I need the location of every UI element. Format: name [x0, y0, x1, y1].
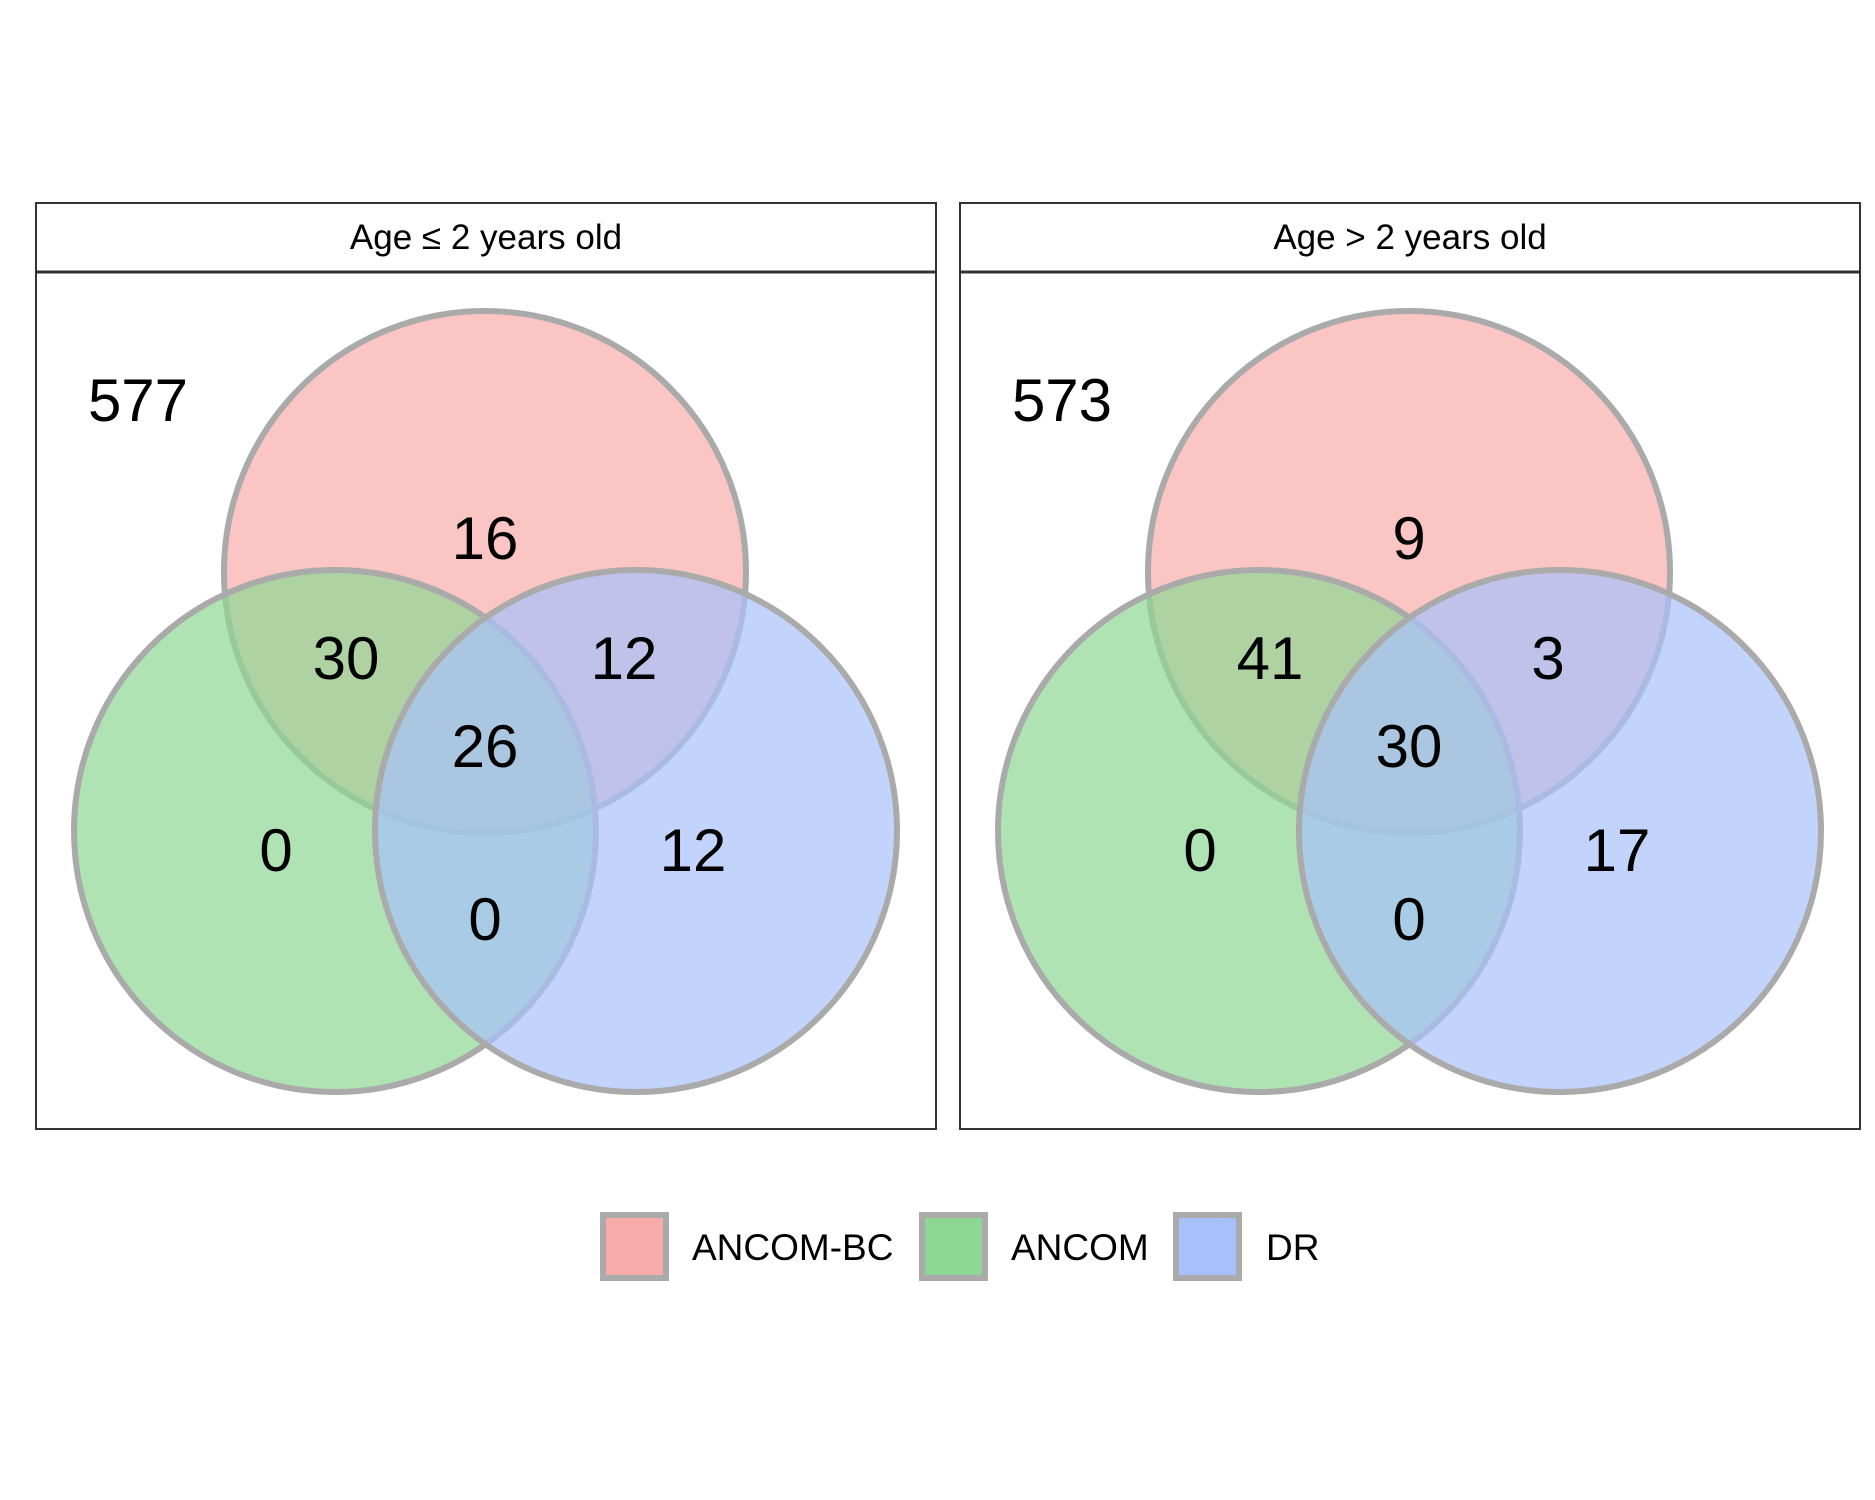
panel-2-all-three-count: 30: [1376, 713, 1443, 780]
legend: ANCOM-BC ANCOM DR: [600, 1212, 1319, 1281]
panel-2-ancom-only-count: 0: [1183, 817, 1216, 884]
panel-2-ancom-bc-ancom-count: 41: [1237, 625, 1304, 692]
panel-2-dr-only-count: 17: [1584, 817, 1651, 884]
panel-1-ancom-bc-ancom-count: 30: [313, 625, 380, 692]
panel-1-ancom-bc-dr-count: 12: [591, 625, 658, 692]
panel-1-ancom-bc-only-count: 16: [452, 505, 519, 572]
venn-panel-1: Age ≤ 2 years old 577 16 30 12 26 0 12 0: [35, 202, 937, 1130]
legend-key-dr: [1173, 1212, 1242, 1281]
venn-panel-2: Age > 2 years old 573 9 41 3 30 0 17 0: [959, 202, 1861, 1130]
legend-label-dr: DR: [1266, 1227, 1319, 1268]
panel-1-strip: [35, 202, 937, 273]
legend-key-ancom-bc: [600, 1212, 669, 1281]
panel-1-dr-only-count: 12: [660, 817, 727, 884]
panel-1-outside-count: 577: [88, 367, 188, 434]
panel-1-all-three-count: 26: [452, 713, 519, 780]
panel-1-dr-circle: [372, 567, 900, 1095]
panel-2-outside-count: 573: [1012, 367, 1112, 434]
panel-2-ancom-bc-only-count: 9: [1392, 505, 1425, 572]
panel-2-dr-circle: [1296, 567, 1824, 1095]
panel-2-title: Age > 2 years old: [1273, 218, 1546, 257]
legend-item-dr: DR: [1173, 1212, 1319, 1281]
panel-1-ancom-only-count: 0: [259, 817, 292, 884]
panel-1-title: Age ≤ 2 years old: [350, 218, 622, 257]
legend-key-ancom: [919, 1212, 988, 1281]
panel-2-ancom-dr-count: 0: [1392, 886, 1425, 953]
legend-item-ancom: ANCOM: [919, 1212, 1149, 1281]
legend-item-ancom-bc: ANCOM-BC: [600, 1212, 893, 1281]
panel-2-ancom-bc-dr-count: 3: [1531, 625, 1564, 692]
legend-label-ancom: ANCOM: [1011, 1227, 1149, 1268]
legend-label-ancom-bc: ANCOM-BC: [692, 1227, 893, 1268]
panel-1-ancom-dr-count: 0: [468, 886, 501, 953]
